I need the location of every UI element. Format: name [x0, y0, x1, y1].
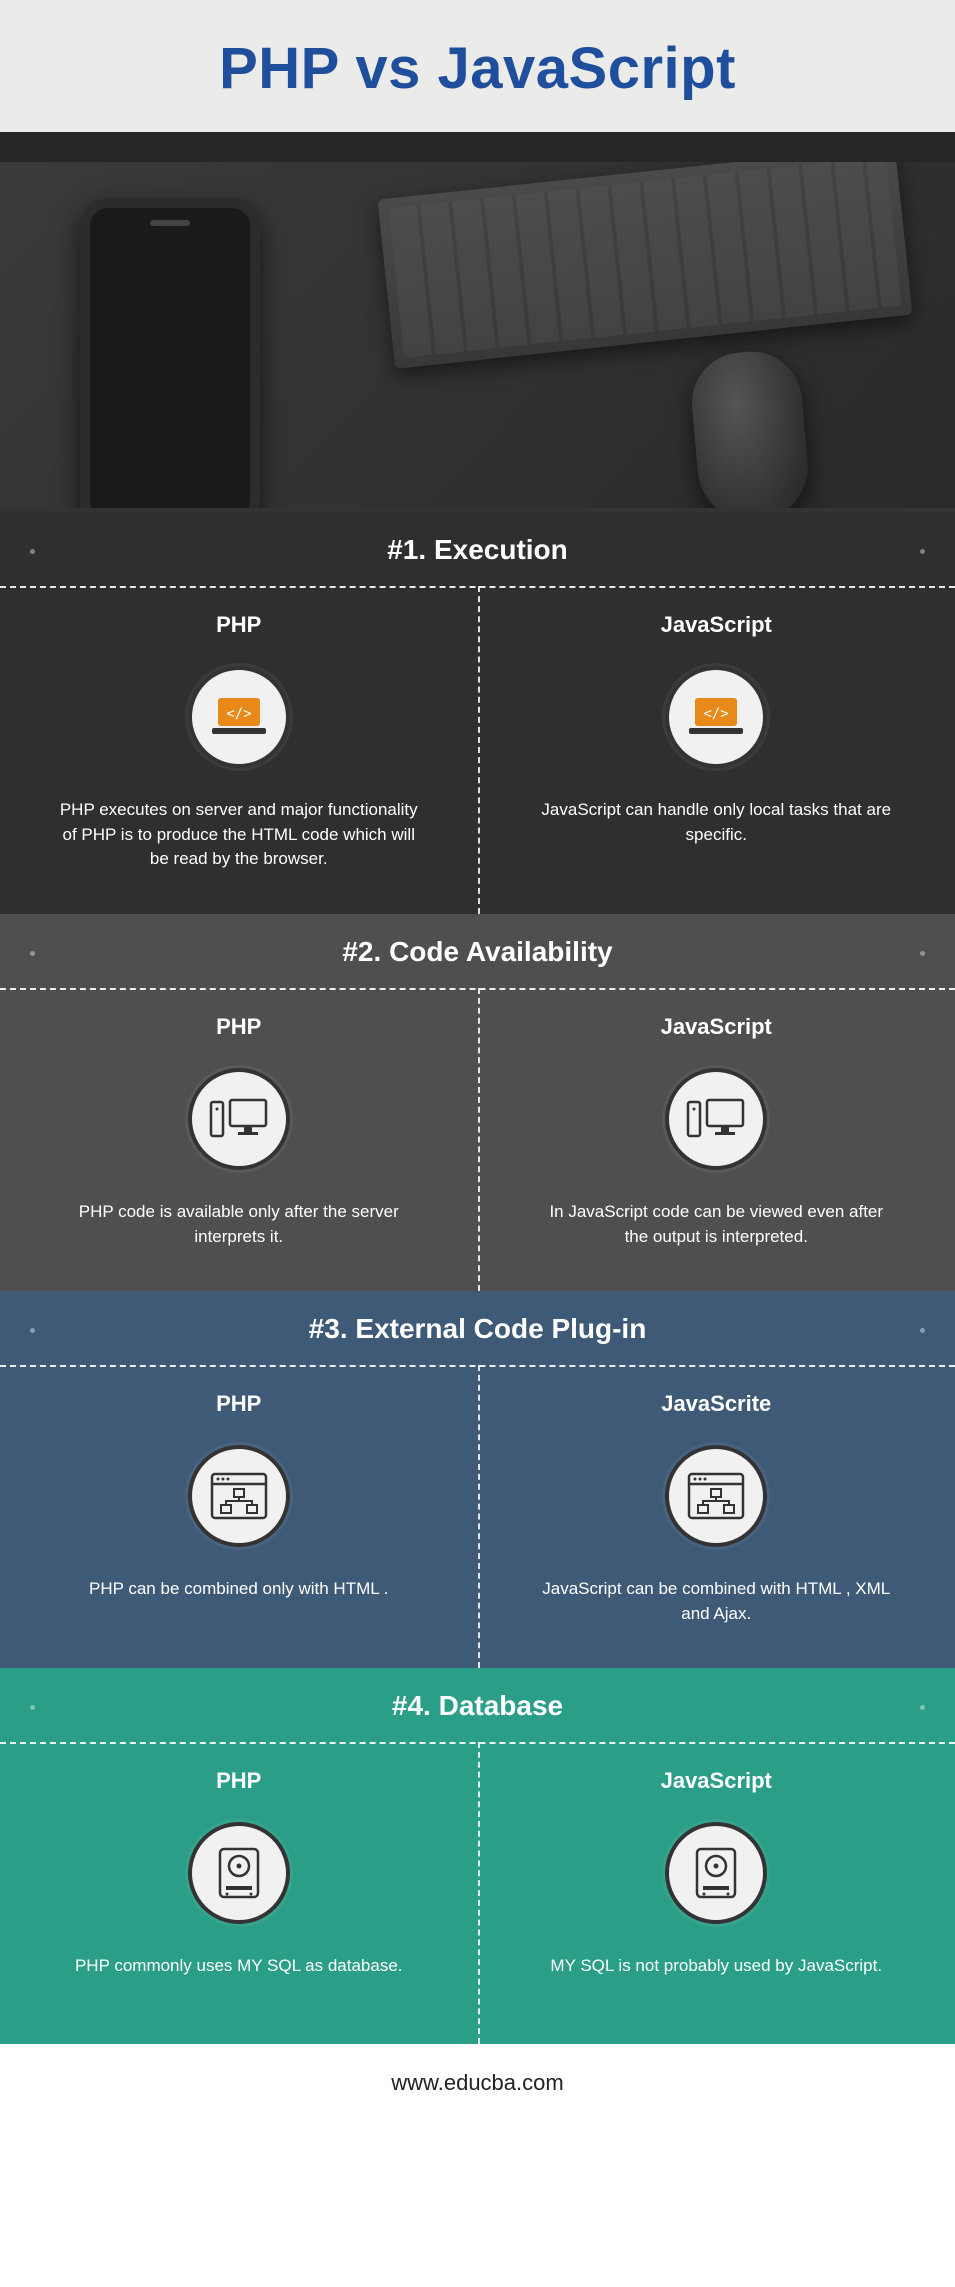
left-label: PHP — [40, 1391, 438, 1417]
section-title: #3. External Code Plug-in — [0, 1291, 955, 1367]
section-title: #1. Execution — [0, 512, 955, 588]
right-label: JavaScrite — [518, 1391, 916, 1417]
vertical-divider — [478, 1742, 480, 2044]
section-1: #1. ExecutionPHP </> PHP executes on ser… — [0, 512, 955, 914]
sitemap-window-icon — [665, 1445, 767, 1547]
hard-drive-icon — [665, 1822, 767, 1924]
section-title-text: Code Availability — [389, 936, 613, 967]
sitemap-window-icon — [188, 1445, 290, 1547]
left-label: PHP — [40, 612, 438, 638]
infographic-root: PHP vs JavaScript #1. ExecutionPHP </> P… — [0, 0, 955, 2126]
hero-image — [0, 132, 955, 512]
section-title-text: Database — [439, 1690, 564, 1721]
left-column: PHP PHP commonly uses MY SQL as database… — [0, 1744, 478, 2044]
section-title: #2. Code Availability — [0, 914, 955, 990]
keyboard-shape — [378, 145, 913, 368]
left-column: PHP </> PHP executes on server and major… — [0, 588, 478, 914]
section-3: #3. External Code Plug-inPHP PHP can be … — [0, 1291, 955, 1668]
right-label: JavaScript — [518, 612, 916, 638]
section-number: #4. — [392, 1690, 431, 1721]
left-description: PHP code is available only after the ser… — [59, 1200, 419, 1249]
svg-text:</>: </> — [704, 706, 729, 722]
left-column: PHP PHP can be combined only with HTML . — [0, 1367, 478, 1668]
left-label: PHP — [40, 1014, 438, 1040]
section-title-text: Execution — [434, 534, 568, 565]
left-description: PHP commonly uses MY SQL as database. — [59, 1954, 419, 1979]
left-description: PHP can be combined only with HTML . — [59, 1577, 419, 1602]
right-description: In JavaScript code can be viewed even af… — [536, 1200, 896, 1249]
right-description: JavaScript can be combined with HTML , X… — [536, 1577, 896, 1626]
right-description: MY SQL is not probably used by JavaScrip… — [536, 1954, 896, 1979]
left-description: PHP executes on server and major functio… — [59, 798, 419, 872]
right-description: JavaScript can handle only local tasks t… — [536, 798, 896, 847]
section-number: #1. — [387, 534, 426, 565]
right-label: JavaScript — [518, 1014, 916, 1040]
right-column: JavaScrite JavaScript can be combined wi… — [478, 1367, 955, 1668]
vertical-divider — [478, 988, 480, 1291]
phone-shape — [80, 198, 260, 512]
section-number: #3. — [309, 1313, 348, 1344]
hard-drive-icon — [188, 1822, 290, 1924]
laptop-code-icon: </> — [188, 666, 290, 768]
compare-row: PHP PHP can be combined only with HTML .… — [0, 1367, 955, 1668]
right-column: JavaScript MY SQL is not probably used b… — [478, 1744, 955, 2044]
laptop-code-icon: </> — [665, 666, 767, 768]
section-title-text: External Code Plug-in — [355, 1313, 646, 1344]
section-2: #2. Code AvailabilityPHP PHP code is ava… — [0, 914, 955, 1291]
right-label: JavaScript — [518, 1768, 916, 1794]
right-column: JavaScript In JavaScript code can be vie… — [478, 990, 955, 1291]
compare-row: PHP </> PHP executes on server and major… — [0, 588, 955, 914]
compare-row: PHP PHP code is available only after the… — [0, 990, 955, 1291]
hero-photo-placeholder — [0, 162, 955, 508]
svg-text:</>: </> — [226, 706, 251, 722]
compare-row: PHP PHP commonly uses MY SQL as database… — [0, 1744, 955, 2044]
footer-url: www.educba.com — [391, 2070, 563, 2095]
vertical-divider — [478, 586, 480, 914]
section-number: #2. — [342, 936, 381, 967]
vertical-divider — [478, 1365, 480, 1668]
mouse-shape — [688, 348, 812, 512]
desktop-pc-icon — [665, 1068, 767, 1170]
right-column: JavaScript </> JavaScript can handle onl… — [478, 588, 955, 914]
desktop-pc-icon — [188, 1068, 290, 1170]
left-label: PHP — [40, 1768, 438, 1794]
footer: www.educba.com — [0, 2044, 955, 2126]
section-title: #4. Database — [0, 1668, 955, 1744]
left-column: PHP PHP code is available only after the… — [0, 990, 478, 1291]
section-4: #4. DatabasePHP PHP commonly uses MY SQL… — [0, 1668, 955, 2044]
page-title: PHP vs JavaScript — [20, 35, 935, 102]
header: PHP vs JavaScript — [0, 0, 955, 132]
